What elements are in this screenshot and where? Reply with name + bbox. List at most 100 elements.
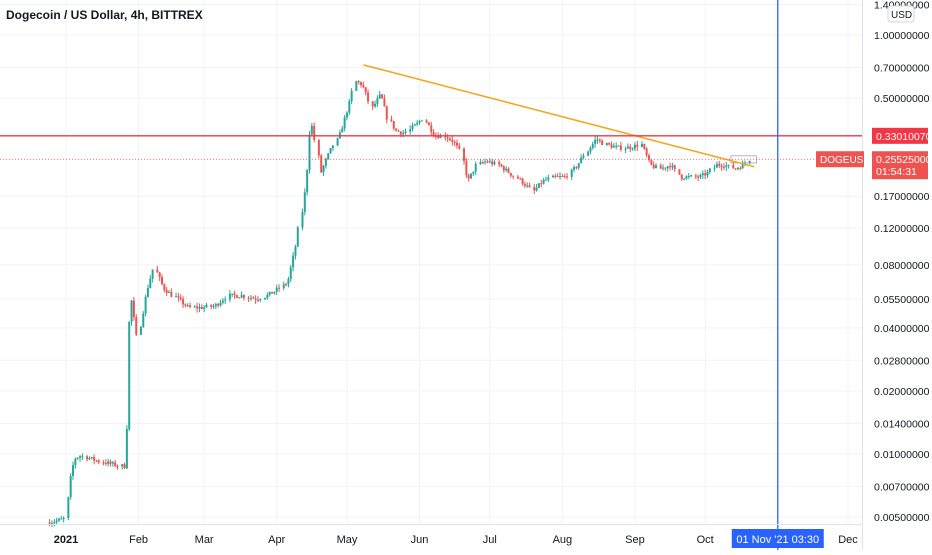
candle-body: [650, 159, 653, 165]
candle-body: [123, 464, 126, 469]
candle-body: [350, 90, 353, 102]
candle-body: [116, 466, 119, 468]
candle-body: [348, 101, 351, 113]
x-tick-label: Aug: [553, 534, 573, 546]
candle-body: [554, 175, 557, 177]
countdown-label: 01:54:31: [876, 166, 917, 178]
candle-body: [217, 304, 220, 306]
candle-body: [669, 166, 672, 168]
candle-body: [430, 125, 433, 133]
candle-body: [329, 148, 332, 154]
candle-body: [259, 299, 262, 301]
candle-body: [149, 278, 152, 288]
candle-body: [608, 143, 611, 145]
candle-body: [734, 168, 737, 170]
candle-body: [615, 145, 618, 147]
candle-body: [683, 178, 686, 180]
currency-badge-label: USD: [891, 10, 912, 21]
candle-body: [662, 167, 665, 169]
vertical-marker-label: 01 Nov '21 03:30: [736, 534, 819, 546]
candle-body: [488, 161, 491, 163]
candle-body: [144, 296, 147, 314]
candle-body: [535, 187, 538, 191]
candle-body: [104, 462, 107, 464]
candle-body: [219, 302, 222, 306]
candle-body: [320, 155, 323, 173]
candle-body: [130, 300, 133, 322]
candle-body: [605, 143, 608, 145]
candle-body: [242, 295, 245, 298]
candle-body: [580, 157, 583, 164]
candle-body: [198, 306, 201, 309]
candle-body: [619, 145, 622, 150]
candle-body: [57, 518, 60, 521]
y-tick-label: 0.05500000: [874, 294, 930, 306]
candle-body: [107, 461, 110, 464]
trendline[interactable]: [363, 64, 755, 168]
candle-body: [439, 135, 442, 139]
candle-body: [591, 143, 594, 148]
candle-body: [526, 185, 529, 187]
candle-body: [512, 175, 515, 177]
candle-body: [95, 460, 98, 462]
candle-body: [467, 175, 470, 179]
candle-body: [170, 291, 173, 297]
candle-body: [612, 146, 615, 148]
x-tick-label: May: [337, 534, 358, 546]
candle-body: [165, 290, 168, 293]
candle-body: [720, 165, 723, 167]
candle-body: [470, 173, 473, 179]
currency-badge[interactable]: [887, 5, 915, 23]
candle-body: [409, 129, 412, 132]
candle-body: [114, 462, 117, 467]
candle-body: [507, 168, 510, 173]
candle-body: [659, 165, 662, 169]
candle-body: [664, 167, 667, 169]
candle-body: [722, 166, 725, 168]
candle-body: [235, 295, 238, 298]
candle-body: [573, 167, 576, 170]
x-tick-label: Feb: [129, 534, 148, 546]
candle-body: [416, 122, 419, 125]
candle-body: [121, 464, 124, 467]
candle-body: [224, 299, 227, 301]
last-price-label: 0.25525000: [876, 154, 932, 166]
x-tick-label: 2021: [54, 534, 78, 546]
candle-body: [186, 305, 189, 307]
candle-body: [601, 140, 604, 145]
candle-body: [561, 176, 564, 178]
vertical-marker-badge: [731, 529, 824, 548]
candle-body: [125, 429, 128, 469]
candle-body: [484, 161, 487, 163]
candle-body: [652, 164, 655, 168]
candle-body: [727, 164, 730, 166]
candle-body: [434, 136, 437, 138]
candle-body: [748, 160, 751, 163]
candle-body: [336, 138, 339, 146]
candle-body: [317, 140, 320, 156]
candle-body: [502, 166, 505, 171]
candle-body: [559, 176, 562, 178]
candle-body: [474, 164, 477, 172]
symbol-label: DOGEUSD: [820, 155, 871, 166]
candle-body: [247, 297, 250, 299]
candle-body: [97, 460, 100, 463]
candle-body: [163, 284, 166, 291]
y-tick-label: 0.00500000: [874, 512, 930, 524]
y-tick-label: 0.00700000: [874, 481, 930, 493]
candle-body: [383, 98, 386, 107]
candle-body: [231, 293, 234, 295]
candle-body: [193, 306, 196, 308]
candle-body: [690, 175, 693, 177]
candle-body: [493, 162, 496, 165]
candle-body: [111, 462, 114, 464]
candle-body: [271, 291, 274, 294]
candle-body: [327, 153, 330, 159]
resistance-price-badge: [872, 127, 928, 144]
candle-body: [577, 163, 580, 168]
candle-body: [418, 121, 421, 123]
candle-body: [732, 164, 735, 169]
candle-body: [214, 304, 217, 306]
candle-body: [463, 148, 466, 162]
